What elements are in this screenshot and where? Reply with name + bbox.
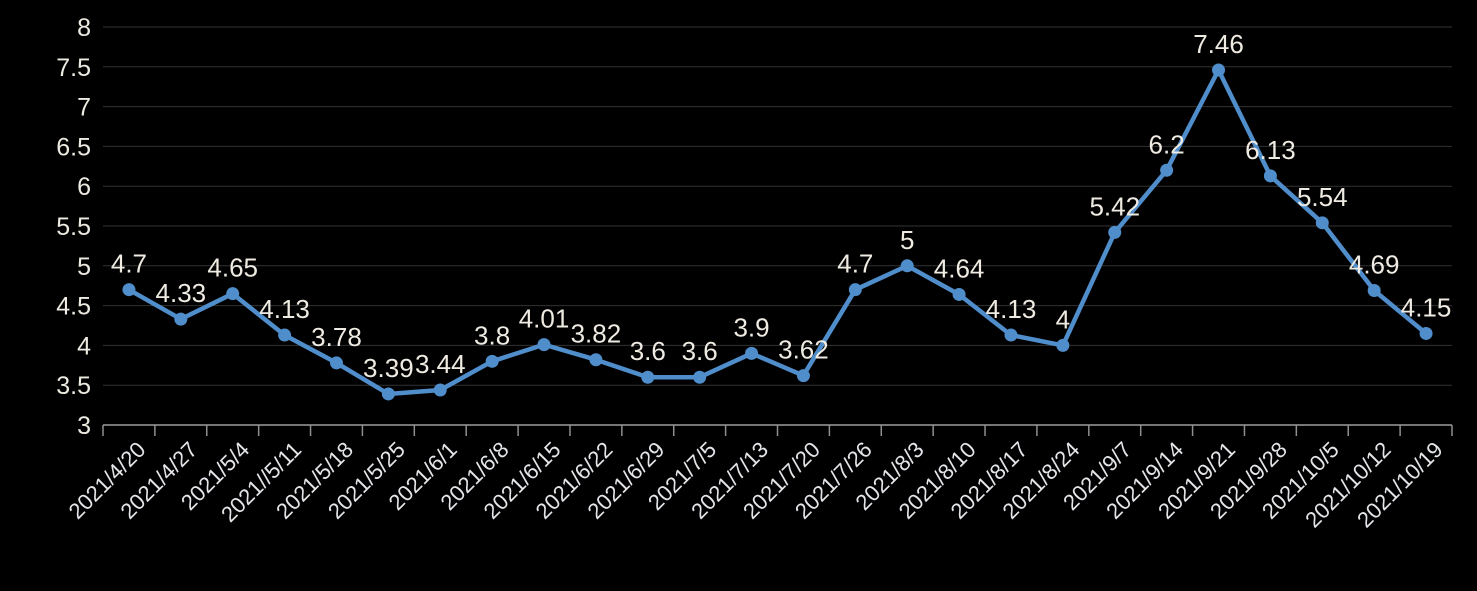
data-point-marker [1367,283,1381,297]
x-axis-labels: 2021/4/202021/4/272021/5/42021//5/112021… [64,437,1448,533]
data-point-marker [122,283,136,297]
data-label: 3.44 [415,349,466,379]
data-label: 4.33 [156,278,207,308]
data-label: 3.8 [474,320,510,350]
data-point-markers [122,63,1433,401]
data-point-marker [381,387,395,401]
data-point-marker [278,328,292,342]
data-point-marker [952,287,966,301]
data-label: 3.78 [311,322,362,352]
y-axis-labels: 3 3.5 4 4.5 5 5.5 6 6.5 7 7.5 8 [56,14,91,440]
data-label: 3.6 [682,336,718,366]
data-label: 4.69 [1349,249,1400,279]
data-label: 4.01 [519,304,570,334]
data-point-marker [848,283,862,297]
y-axis-tick-label: 6.5 [56,133,91,161]
y-axis-tick-label: 5 [77,253,91,281]
data-label: 4 [1056,304,1070,334]
data-point-marker [1315,216,1329,230]
data-point-marker [1108,225,1122,239]
data-label: 4.13 [986,294,1037,324]
data-label: 3.9 [733,312,769,342]
data-point-marker [1056,338,1070,352]
data-label: 4.64 [934,253,985,283]
series-line [126,67,1429,397]
data-label: 3.39 [363,353,414,383]
data-label: 6.2 [1149,129,1185,159]
data-point-marker [485,354,499,368]
data-point-marker [1212,63,1226,77]
y-axis-tick-label: 8 [77,14,91,42]
data-label: 3.6 [630,336,666,366]
data-label: 7.46 [1193,29,1244,59]
data-point-marker [641,370,655,384]
y-axis-tick-label: 4.5 [56,293,91,321]
y-axis-tick-label: 6 [77,173,91,201]
data-point-marker [900,259,914,273]
y-axis-tick-label: 3.5 [56,372,91,400]
data-label: 5.54 [1297,182,1348,212]
data-label: 6.13 [1245,135,1296,165]
gridlines [103,26,1452,386]
data-point-marker [589,353,603,367]
y-axis-tick-label: 7 [77,94,91,122]
data-label: 4.15 [1401,292,1452,322]
data-point-marker [1263,169,1277,183]
data-label: 4.7 [837,249,873,279]
data-point-marker [745,346,759,360]
data-point-marker [693,370,707,384]
y-axis-tick-label: 5.5 [56,213,91,241]
data-label: 4.65 [207,253,258,283]
data-point-marker [796,369,810,383]
y-axis-tick-label: 4 [77,332,91,360]
y-axis-tick-label: 3 [77,412,91,440]
data-label: 5 [900,225,914,255]
data-point-marker [1004,328,1018,342]
data-point-marker [174,312,188,326]
y-axis-tick-label: 7.5 [56,54,91,82]
data-point-marker [433,383,447,397]
data-labels: 4.74.334.654.133.783.39 3.443.84.013.823.… [111,29,1451,383]
data-label: 3.62 [778,335,829,365]
data-label: 5.42 [1089,191,1140,221]
data-point-marker [329,356,343,370]
data-label: 4.13 [259,294,310,324]
data-label: 3.82 [571,319,622,349]
data-point-marker [1419,326,1433,340]
data-point-marker [1160,163,1174,177]
x-axis [102,424,1453,436]
data-label: 4.7 [111,249,147,279]
data-point-marker [537,338,551,352]
data-point-marker [226,287,240,301]
